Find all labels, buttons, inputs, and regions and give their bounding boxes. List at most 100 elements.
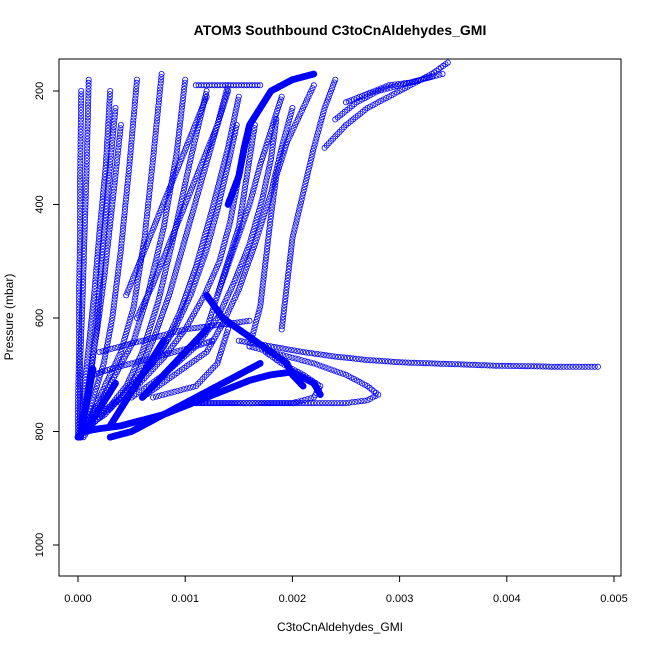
- data-point: [110, 195, 117, 202]
- data-point: [106, 171, 113, 178]
- data-point: [82, 216, 89, 223]
- data-point: [85, 343, 92, 350]
- data-point: [299, 382, 307, 390]
- data-point: [81, 238, 88, 245]
- data-point: [155, 323, 162, 330]
- data-point: [239, 202, 246, 209]
- data-point: [272, 179, 279, 186]
- data-point: [298, 196, 305, 203]
- data-point: [342, 99, 349, 106]
- data-point: [224, 227, 231, 234]
- data-point: [184, 171, 191, 178]
- data-point: [141, 246, 148, 253]
- data-point: [91, 344, 98, 351]
- data-point: [233, 105, 240, 112]
- data-point: [78, 103, 85, 110]
- data-point: [287, 250, 294, 257]
- data-point: [127, 155, 134, 162]
- data-point: [80, 257, 87, 264]
- data-point: [289, 105, 296, 112]
- data-point: [128, 133, 135, 140]
- data-point: [404, 79, 411, 86]
- data-point: [78, 97, 85, 104]
- data-point: [251, 183, 258, 190]
- data-point: [124, 183, 131, 190]
- data-point: [331, 79, 338, 86]
- data-point: [101, 275, 108, 282]
- data-point: [290, 229, 297, 236]
- data-point: [164, 260, 171, 267]
- data-point: [129, 130, 136, 137]
- bold-series-7: [76, 365, 97, 441]
- data-point: [128, 136, 135, 143]
- data-point: [256, 226, 263, 233]
- data-point: [94, 380, 101, 387]
- data-point: [77, 399, 84, 406]
- data-point: [399, 359, 406, 366]
- data-point: [179, 309, 186, 316]
- data-point: [113, 163, 120, 170]
- data-point: [123, 292, 130, 299]
- data-point: [77, 341, 84, 348]
- data-point: [355, 398, 362, 405]
- data-point: [81, 223, 88, 230]
- data-point: [301, 357, 308, 364]
- data-point: [88, 319, 95, 326]
- data-point: [201, 153, 208, 160]
- data-point: [141, 232, 148, 239]
- data-point: [246, 201, 253, 208]
- data-point: [121, 209, 128, 216]
- data-point: [112, 287, 119, 294]
- data-point: [251, 324, 258, 331]
- data-point: [281, 400, 288, 407]
- data-point: [224, 164, 231, 171]
- data-point: [261, 211, 268, 218]
- data-point: [300, 187, 307, 194]
- data-point: [94, 254, 101, 261]
- data-point: [323, 99, 330, 106]
- data-point: [100, 279, 107, 286]
- data-point: [259, 192, 266, 199]
- data-point: [220, 400, 227, 407]
- data-point: [265, 165, 272, 172]
- data-point: [372, 87, 379, 94]
- data-point: [108, 146, 115, 153]
- data-point: [136, 309, 143, 316]
- data-point: [83, 158, 90, 165]
- data-point: [148, 276, 155, 283]
- data-point: [153, 118, 160, 125]
- data-point: [284, 277, 291, 284]
- data-point: [95, 377, 102, 384]
- data-point: [493, 362, 500, 369]
- data-point: [292, 355, 299, 362]
- data-point: [283, 353, 290, 360]
- data-point: [267, 212, 274, 219]
- data-point: [348, 97, 355, 104]
- data-point: [218, 280, 225, 287]
- data-point: [221, 300, 228, 307]
- data-point: [113, 283, 120, 290]
- data-point: [174, 348, 181, 355]
- data-point: [77, 144, 84, 151]
- data-point: [246, 400, 253, 407]
- data-point: [76, 311, 83, 318]
- data-point: [102, 218, 109, 225]
- data-point: [265, 233, 272, 240]
- data-point: [255, 229, 262, 236]
- x-axis-label: C3toCnAldehydes_GMI: [277, 620, 403, 634]
- data-point: [103, 199, 110, 206]
- data-point: [245, 258, 252, 265]
- data-point: [286, 262, 293, 269]
- data-point: [200, 156, 207, 163]
- data-point: [177, 158, 184, 165]
- data-point: [127, 145, 134, 152]
- data-point: [227, 303, 234, 310]
- data-point: [249, 134, 256, 141]
- data-point: [510, 362, 517, 369]
- data-point: [157, 239, 164, 246]
- data-point: [200, 169, 207, 176]
- data-point: [249, 189, 256, 196]
- data-point: [222, 297, 229, 304]
- data-point: [312, 138, 319, 145]
- data-point: [443, 360, 450, 367]
